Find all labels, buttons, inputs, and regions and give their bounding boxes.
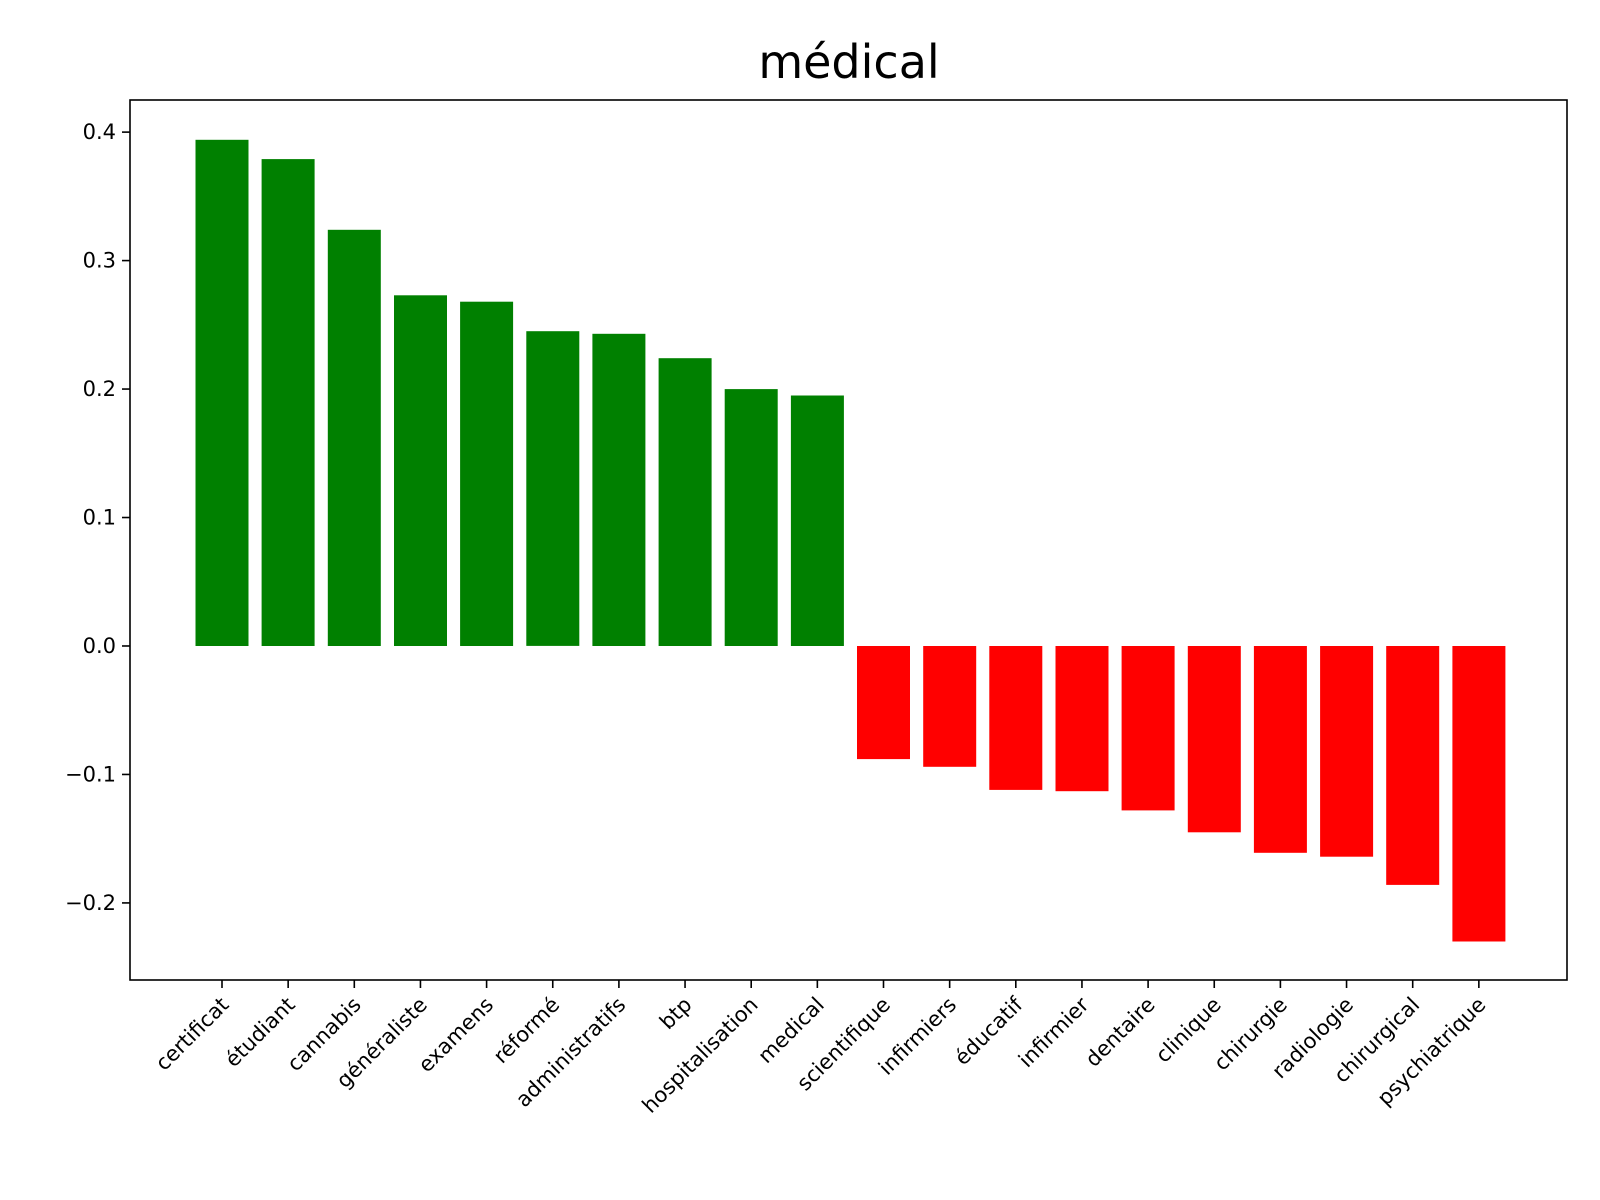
- bar-examens: [460, 301, 514, 646]
- y-tick-label: 0.0: [83, 634, 116, 658]
- y-axis: 0.4 0.3 0.2 0.1 0.0 −0.1 −0.2: [65, 120, 130, 915]
- y-tick-label: 0.1: [83, 506, 116, 530]
- bar-clinique: [1187, 646, 1241, 833]
- bar-scientifique: [857, 646, 910, 760]
- bar-psychiatrique: [1452, 646, 1506, 942]
- bar-infirmier: [1055, 646, 1109, 792]
- y-tick-label: 0.3: [83, 249, 116, 273]
- bar-hospitalisation: [724, 389, 778, 646]
- bar-chirurgie: [1253, 646, 1307, 853]
- y-tick-label: 0.4: [83, 120, 116, 144]
- bar-btp: [658, 358, 712, 646]
- bar-généraliste: [394, 295, 447, 646]
- x-tick-label: btp: [655, 993, 697, 1035]
- x-tick-label: certificat: [151, 993, 234, 1076]
- bar-chirurgical: [1386, 646, 1440, 885]
- plot-frame: [129, 99, 1568, 981]
- y-tick-label: −0.1: [65, 762, 116, 786]
- x-axis: certificatétudiantcannabisgénéralisteexa…: [151, 980, 1490, 1118]
- bar-réformé: [526, 331, 580, 646]
- bar-administratifs: [592, 333, 646, 646]
- y-tick-label: −0.2: [65, 891, 116, 915]
- chart-title: médical: [758, 35, 939, 89]
- bar-étudiant: [261, 159, 315, 646]
- x-tick-label: infirmier: [1014, 992, 1094, 1072]
- bar-infirmiers: [923, 646, 977, 767]
- bar-medical: [790, 395, 844, 646]
- bar-dentaire: [1121, 646, 1175, 811]
- bar-cannabis: [327, 229, 381, 647]
- y-tick-label: 0.2: [83, 377, 116, 401]
- bars-layer: [195, 139, 1506, 942]
- bar-éducatif: [989, 646, 1043, 790]
- x-tick-label: dentaire: [1081, 993, 1160, 1072]
- bar-radiologie: [1320, 646, 1374, 857]
- x-tick-label: hospitalisation: [638, 993, 763, 1118]
- bar-certificat: [195, 139, 249, 647]
